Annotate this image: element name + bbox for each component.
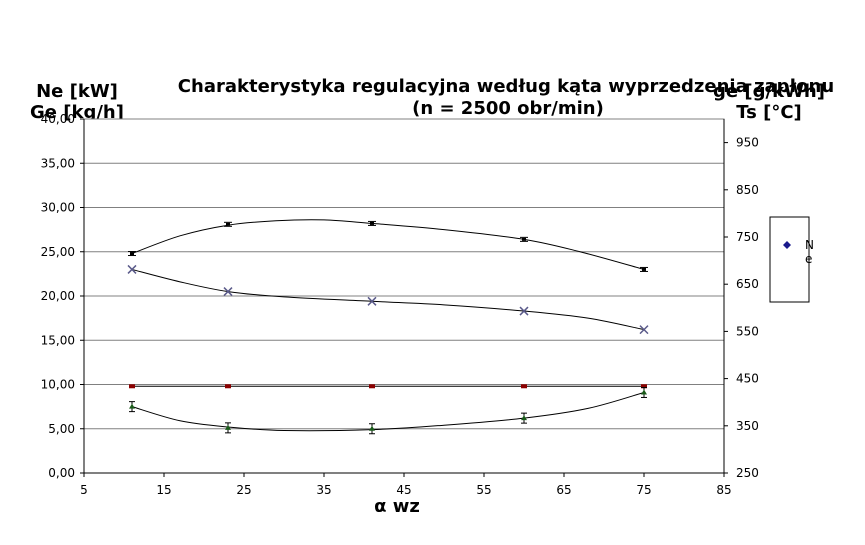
- y-right-label-2: Ts [°C]: [736, 102, 802, 123]
- y-left-tick-label: 15,00: [41, 333, 75, 347]
- data-point: [521, 384, 527, 389]
- data-point: [369, 384, 375, 389]
- series-line-0: [131, 219, 645, 270]
- x-tick-label: 75: [636, 483, 651, 497]
- data-point: [521, 415, 527, 421]
- y-left-tick-label: 35,00: [41, 156, 75, 170]
- y-right-tick-label: 850: [736, 183, 759, 197]
- x-tick-label: 45: [396, 483, 411, 497]
- x-tick-label: 5: [80, 483, 88, 497]
- data-point: [226, 222, 230, 226]
- data-point: [223, 287, 233, 297]
- y-left-tick-label: 5,00: [48, 422, 75, 436]
- legend-marker-diamond-icon: [783, 241, 791, 249]
- y-right-tick-label: 450: [736, 372, 759, 386]
- y-right-tick-label: 650: [736, 277, 759, 291]
- data-point: [522, 237, 526, 241]
- data-point: [127, 264, 137, 274]
- x-tick-label: 25: [236, 483, 251, 497]
- x-tick-label: 85: [716, 483, 731, 497]
- y-right-label-1: ge [g/kWh]: [713, 81, 825, 102]
- data-point: [641, 389, 647, 395]
- data-point: [367, 296, 377, 306]
- y-left-tick-label: 25,00: [41, 245, 75, 259]
- gridlines: [84, 118, 724, 430]
- data-point: [642, 267, 646, 271]
- data-point: [370, 221, 374, 225]
- axes: 0,00 5,00 10,00 15,00 20,00 25,00 30,00 35,00 40…: [41, 112, 759, 497]
- y-right-tick-label: 550: [736, 324, 759, 338]
- data-point: [225, 424, 231, 430]
- y-left-tick-label: 10,00: [41, 378, 75, 392]
- series-layer: [127, 219, 649, 435]
- chart-title: Charakterystyka regulacyjna według kąta …: [178, 76, 834, 97]
- y-right-tick-label: 750: [736, 230, 759, 244]
- y-left-tick-label: 20,00: [41, 289, 75, 303]
- data-point: [519, 306, 529, 316]
- chart-subtitle: (n = 2500 obr/min): [412, 98, 604, 119]
- y-left-tick-label: 30,00: [41, 201, 75, 215]
- x-tick-label: 35: [316, 483, 331, 497]
- y-right-tick-label: 250: [736, 466, 759, 480]
- y-left-label-1: Ne [kW]: [36, 81, 118, 102]
- data-point: [641, 384, 647, 389]
- data-point: [225, 384, 231, 389]
- data-point: [130, 252, 134, 256]
- data-point: [129, 384, 135, 389]
- data-point: [639, 325, 649, 335]
- x-tick-label: 65: [556, 483, 571, 497]
- data-point: [369, 425, 375, 431]
- data-point: [129, 403, 135, 409]
- y-left-tick-label: 40,00: [41, 112, 75, 126]
- y-left-label-2: Ge [kg/h]: [30, 102, 124, 123]
- x-axis-label: α wz: [374, 496, 420, 517]
- y-right-tick-label: 350: [736, 419, 759, 433]
- y-left-tick-label: 0,00: [48, 466, 75, 480]
- legend-box: [769, 216, 810, 303]
- x-tick-label: 55: [476, 483, 491, 497]
- y-right-tick-label: 950: [736, 136, 759, 150]
- x-tick-label: 15: [156, 483, 171, 497]
